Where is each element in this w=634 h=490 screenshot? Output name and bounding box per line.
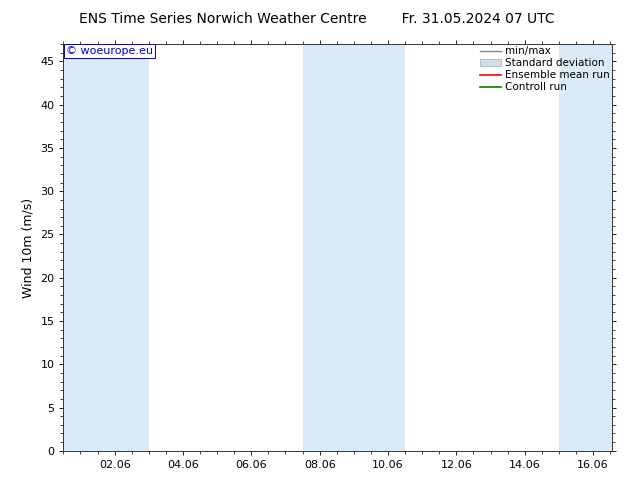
Bar [354, 44, 405, 451]
Bar [559, 44, 612, 451]
Bar [98, 44, 149, 451]
Bar [302, 44, 354, 451]
Bar [63, 44, 98, 451]
Legend: min/max, Standard deviation, Ensemble mean run, Controll run: min/max, Standard deviation, Ensemble me… [480, 46, 610, 93]
Text: © woeurope.eu: © woeurope.eu [66, 46, 153, 56]
Y-axis label: Wind 10m (m/s): Wind 10m (m/s) [22, 197, 35, 297]
Text: ENS Time Series Norwich Weather Centre        Fr. 31.05.2024 07 UTC: ENS Time Series Norwich Weather Centre F… [79, 12, 555, 26]
